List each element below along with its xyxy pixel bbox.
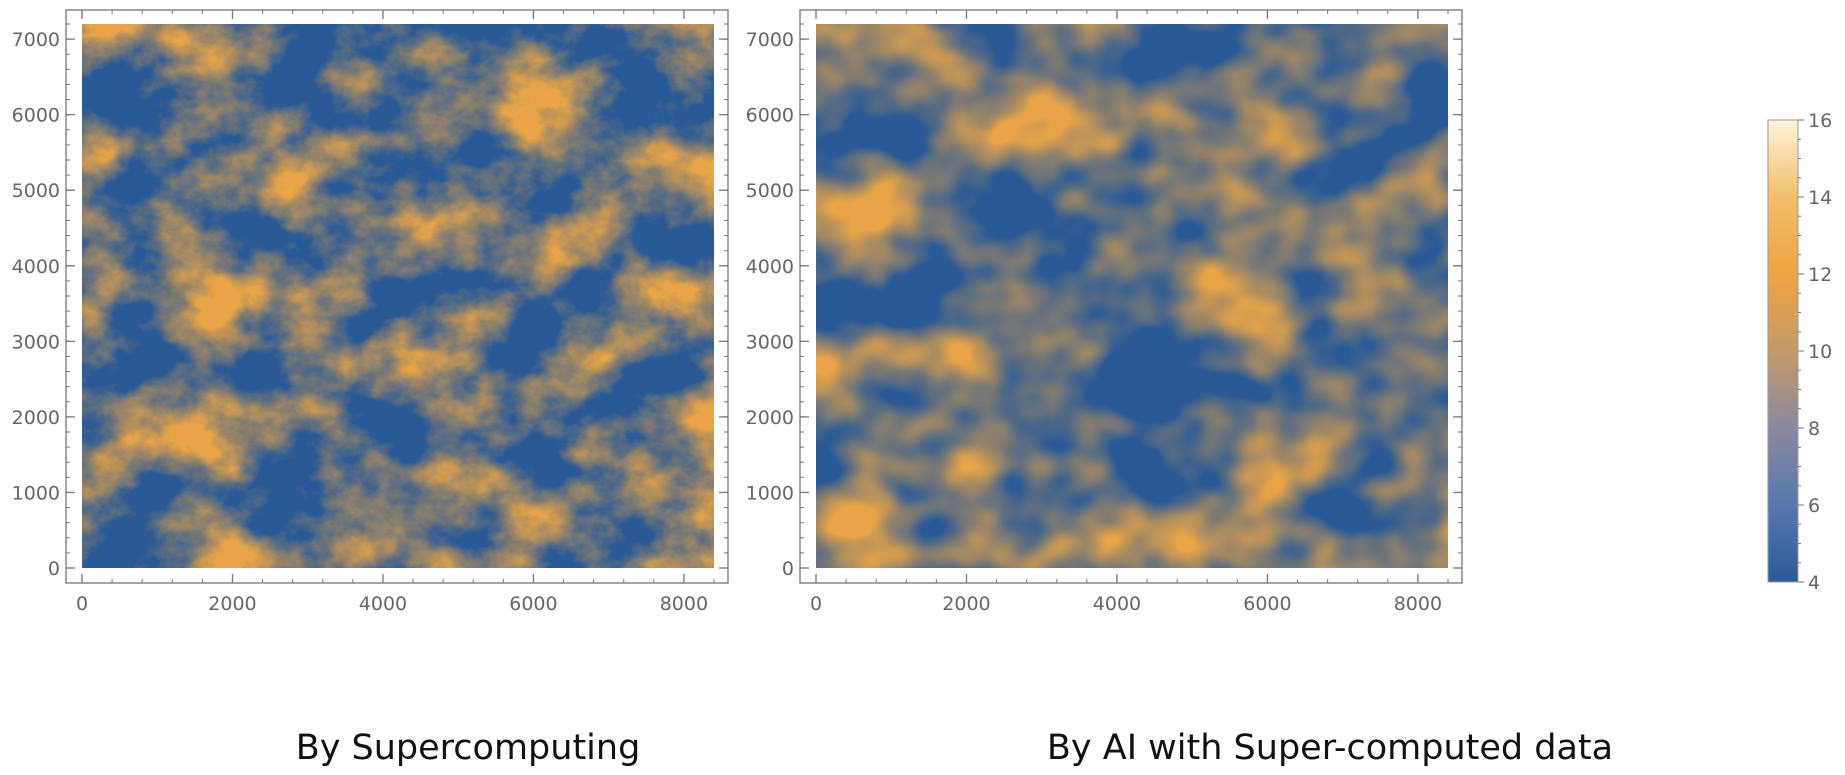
colorbar-tick-label: 14 <box>1808 187 1832 209</box>
y-tick-label: 4000 <box>746 256 794 278</box>
x-tick-label: 0 <box>810 593 822 615</box>
y-tick-label: 0 <box>48 558 60 580</box>
x-tick-label: 8000 <box>1394 593 1442 615</box>
x-tick-label: 0 <box>76 593 88 615</box>
colorbar-tick-label: 4 <box>1808 572 1820 594</box>
colorbar-gradient <box>1767 119 1799 583</box>
y-tick-label: 1000 <box>746 482 794 504</box>
y-tick-label: 6000 <box>746 105 794 127</box>
x-tick-label: 2000 <box>208 593 256 615</box>
x-tick-label: 8000 <box>660 593 708 615</box>
y-tick-label: 6000 <box>12 105 60 127</box>
heatmap-field <box>82 24 714 568</box>
heatmap-field <box>816 24 1448 568</box>
y-tick-label: 3000 <box>746 331 794 353</box>
colorbar: 4 6 8 10 12 14 16 <box>1767 110 1832 594</box>
heatmap-panel-2: 0 2000 4000 6000 8000 0 1000 2000 3000 4000 5000 60… <box>746 9 1463 615</box>
y-tick-label: 2000 <box>12 407 60 429</box>
y-tick-label: 7000 <box>12 29 60 51</box>
y-tick-label: 3000 <box>12 331 60 353</box>
x-tick-label: 4000 <box>1093 593 1141 615</box>
y-tick-label: 0 <box>782 558 794 580</box>
colorbar-tick-label: 6 <box>1808 495 1820 517</box>
y-tick-label: 2000 <box>746 407 794 429</box>
x-tick-label: 6000 <box>1243 593 1291 615</box>
y-tick-label: 4000 <box>12 256 60 278</box>
y-tick-label: 5000 <box>746 180 794 202</box>
x-tick-label: 6000 <box>509 593 557 615</box>
y-tick-label: 7000 <box>746 29 794 51</box>
colorbar-tick-label: 12 <box>1808 264 1832 286</box>
y-tick-label: 1000 <box>12 482 60 504</box>
caption-left: By Supercomputing <box>295 728 641 768</box>
caption-right: By AI with Super-computed data <box>1046 728 1614 768</box>
x-tick-label: 4000 <box>359 593 407 615</box>
y-tick-label: 5000 <box>12 180 60 202</box>
colorbar-tick-label: 10 <box>1808 341 1832 363</box>
x-tick-label: 2000 <box>942 593 990 615</box>
colorbar-tick-label: 8 <box>1808 418 1820 440</box>
colorbar-tick-label: 16 <box>1808 110 1832 132</box>
heatmap-panel-1: 0 2000 4000 6000 8000 0 1000 2000 3000 4000 5000 60… <box>12 9 729 615</box>
